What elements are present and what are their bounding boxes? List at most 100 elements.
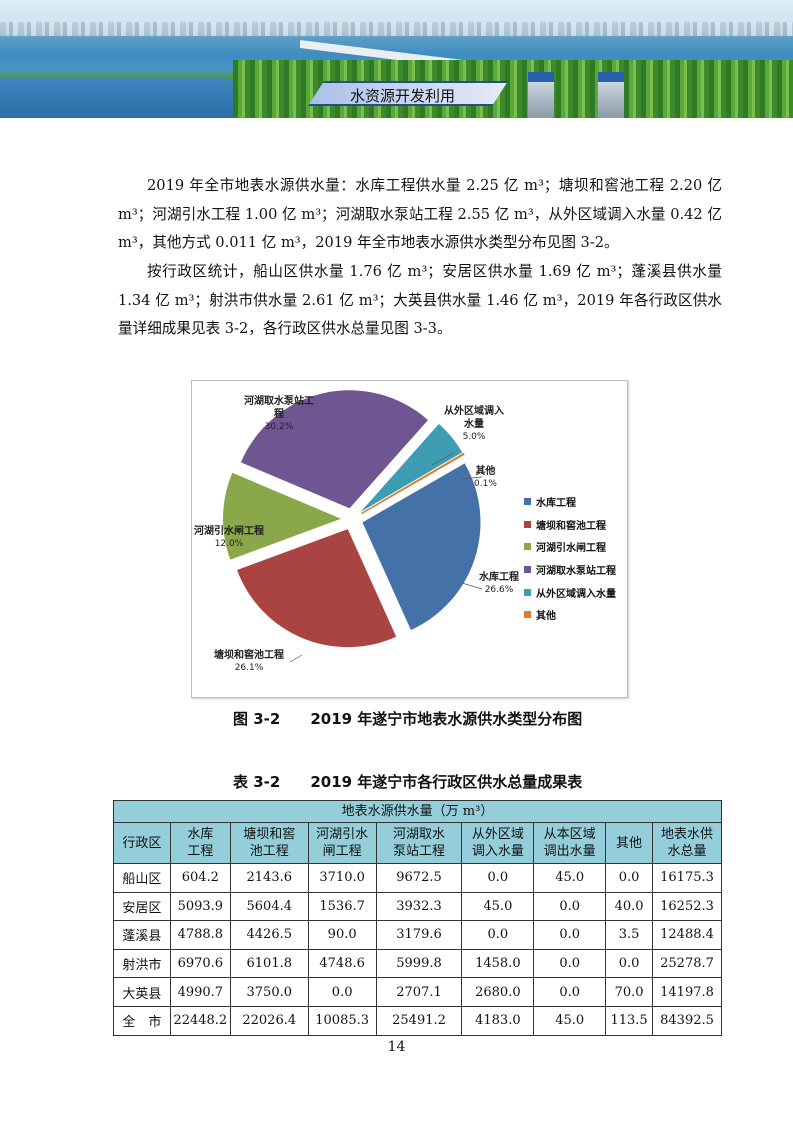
table-cell: 45.0 bbox=[461, 891, 535, 922]
header-banner-photo: 水资源开发利用 bbox=[0, 0, 793, 118]
table-cell: 604.2 bbox=[169, 863, 231, 893]
water-supply-table: 地表水源供水量（万 m³） 行政区 水库 工程 塘坝和窖 池工程 河湖引水 闸工程 河湖… bbox=[113, 800, 722, 1036]
table-cell: 16175.3 bbox=[652, 863, 722, 893]
table-cell: 0.0 bbox=[605, 863, 654, 893]
table-cell: 22448.2 bbox=[169, 1005, 231, 1036]
column-header: 塘坝和窖 池工程 bbox=[229, 822, 309, 864]
column-header: 水库 工程 bbox=[169, 822, 231, 864]
table-cell: 2707.1 bbox=[375, 977, 463, 1007]
legend-item: 从外区域调入水量 bbox=[524, 581, 616, 604]
table-cell: 45.0 bbox=[533, 863, 607, 893]
label-reservoir: 水库工程 26.6% bbox=[479, 572, 519, 595]
table-cell: 25278.7 bbox=[652, 948, 722, 979]
legend-item: 其他 bbox=[524, 603, 616, 626]
table-cell: 2680.0 bbox=[461, 977, 535, 1007]
column-header: 从本区域 调出水量 bbox=[533, 822, 607, 864]
label-diversion: 河湖引水闸工程 12.0% bbox=[194, 526, 264, 549]
legend-swatch bbox=[524, 520, 531, 528]
label-external: 从外区域调入水量 5.0% bbox=[444, 406, 504, 442]
table-row: 射洪市 6970.6 6101.8 4748.6 5999.8 1458.0 0.0 0.0 2… bbox=[113, 948, 722, 979]
table-cell: 安居区 bbox=[113, 891, 171, 922]
pie-slice-reservoir bbox=[362, 463, 481, 630]
label-pumping: 河湖取水泵站工程 30.2% bbox=[244, 396, 314, 432]
table-row: 大英县 4990.7 3750.0 0.0 2707.1 2680.0 0.0 70.0 141… bbox=[113, 977, 722, 1007]
table-cell: 大英县 bbox=[113, 977, 171, 1007]
pie-svg bbox=[223, 390, 483, 663]
pie-chart: 河湖取水泵站工程 30.2% 从外区域调入水量 5.0% 其他 0.1% 河湖引水闸工… bbox=[191, 380, 628, 698]
pie-slice-other bbox=[361, 452, 465, 515]
table-cell: 10085.3 bbox=[307, 1005, 377, 1036]
table-cell: 5604.4 bbox=[229, 891, 309, 922]
leader-line bbox=[431, 452, 455, 466]
table-cell: 90.0 bbox=[307, 920, 377, 950]
table-cell: 25491.2 bbox=[375, 1005, 463, 1036]
table-cell: 3932.3 bbox=[375, 891, 463, 922]
table-cell: 12488.4 bbox=[652, 920, 722, 950]
table-cell: 70.0 bbox=[605, 977, 654, 1007]
chart-legend: 水库工程塘坝和窖池工程 河湖引水闸工程河湖取水泵站工程从外区域调入水量 其他 bbox=[524, 490, 616, 626]
column-header: 地表水供 水总量 bbox=[652, 822, 722, 864]
table-cell: 3750.0 bbox=[229, 977, 309, 1007]
figure-caption: 图 3-2 2019 年遂宁市地表水源供水类型分布图 bbox=[233, 710, 583, 728]
table-cell: 6970.6 bbox=[169, 948, 231, 979]
table-cell: 22026.4 bbox=[229, 1005, 309, 1036]
legend-label: 其他 bbox=[536, 611, 556, 623]
table-cell: 5999.8 bbox=[375, 948, 463, 979]
table-cell: 船山区 bbox=[113, 863, 171, 893]
table-cell: 3.5 bbox=[605, 920, 654, 950]
table-cell: 0.0 bbox=[533, 948, 607, 979]
table-cell: 9672.5 bbox=[375, 863, 463, 893]
table-cell: 4183.0 bbox=[461, 1005, 535, 1036]
column-header: 从外区域 调入水量 bbox=[461, 822, 535, 864]
table-cell: 2143.6 bbox=[229, 863, 309, 893]
pie-slice-diversion bbox=[223, 472, 342, 560]
paragraph-1: 2019 年全市地表水源供水量：水库工程供水量 2.25 亿 m³；塘坝和窖池工… bbox=[118, 177, 722, 251]
legend-label: 河湖引水闸工程 bbox=[536, 543, 606, 555]
table-cell: 0.0 bbox=[461, 920, 535, 950]
table-cell: 14197.8 bbox=[652, 977, 722, 1007]
table-row: 蓬溪县 4788.8 4426.5 90.0 3179.6 0.0 0.0 3.5 12488.… bbox=[113, 920, 722, 950]
leader-line bbox=[289, 654, 303, 663]
legend-swatch bbox=[524, 611, 531, 619]
column-header: 行政区 bbox=[113, 822, 171, 864]
table-row: 全 市 22448.2 22026.4 10085.3 25491.2 4183.0 45.… bbox=[113, 1005, 722, 1036]
table-cell: 4748.6 bbox=[307, 948, 377, 979]
table-cell: 113.5 bbox=[605, 1005, 654, 1036]
table-cell: 40.0 bbox=[605, 891, 654, 922]
table-cell: 4788.8 bbox=[169, 920, 231, 950]
column-header: 其他 bbox=[605, 822, 654, 864]
legend-item: 塘坝和窖池工程 bbox=[524, 513, 616, 536]
table-row: 船山区 604.2 2143.6 3710.0 9672.5 0.0 45.0 0.0 1617… bbox=[113, 863, 722, 893]
legend-label: 水库工程 bbox=[536, 497, 576, 509]
table-cell: 射洪市 bbox=[113, 948, 171, 979]
legend-swatch bbox=[524, 497, 531, 505]
table-cell: 84392.5 bbox=[652, 1005, 722, 1036]
group-header: 地表水源供水量（万 m³） bbox=[113, 800, 722, 823]
table-caption: 表 3-2 2019 年遂宁市各行政区供水总量成果表 bbox=[233, 773, 583, 791]
label-other: 其他 0.1% bbox=[474, 466, 497, 489]
legend-label: 从外区域调入水量 bbox=[536, 588, 616, 600]
paragraph-2: 按行政区统计，船山区供水量 1.76 亿 m³；安居区供水量 1.69 亿 m³… bbox=[118, 263, 722, 337]
table-cell: 0.0 bbox=[605, 948, 654, 979]
leader-line bbox=[461, 476, 483, 480]
table-row: 安居区 5093.9 5604.4 1536.7 3932.3 45.0 0.0 40.0 16… bbox=[113, 891, 722, 922]
table-cell: 3179.6 bbox=[375, 920, 463, 950]
pie-slice-external bbox=[360, 423, 463, 513]
leader-line bbox=[461, 582, 483, 590]
table-cell: 蓬溪县 bbox=[113, 920, 171, 950]
legend-item: 河湖取水泵站工程 bbox=[524, 558, 616, 581]
table-cell: 0.0 bbox=[533, 977, 607, 1007]
table-cell: 0.0 bbox=[307, 977, 377, 1007]
column-header: 河湖取水 泵站工程 bbox=[375, 822, 463, 864]
table-cell: 4426.5 bbox=[229, 920, 309, 950]
table-cell: 0.0 bbox=[461, 863, 535, 893]
legend-swatch bbox=[524, 543, 531, 551]
table-cell: 5093.9 bbox=[169, 891, 231, 922]
legend-label: 塘坝和窖池工程 bbox=[536, 520, 606, 532]
legend-swatch bbox=[524, 588, 531, 596]
table-cell: 45.0 bbox=[533, 1005, 607, 1036]
table-cell: 全 市 bbox=[113, 1005, 171, 1036]
table-cell: 4990.7 bbox=[169, 977, 231, 1007]
section-title-box: 水资源开发利用 bbox=[308, 81, 508, 106]
section-title: 水资源开发利用 bbox=[350, 87, 456, 105]
